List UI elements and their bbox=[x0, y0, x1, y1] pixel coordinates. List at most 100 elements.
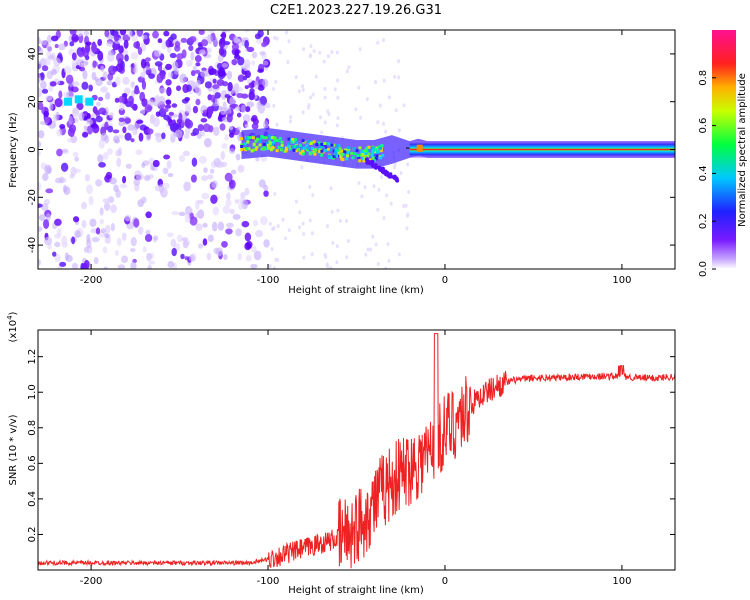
noise-blob bbox=[234, 199, 240, 204]
noise-dot bbox=[405, 226, 409, 231]
noise-blob bbox=[45, 188, 54, 194]
noise-blob bbox=[41, 88, 49, 94]
noise-blob bbox=[171, 247, 177, 257]
noise-dot bbox=[302, 47, 306, 52]
noise-blob bbox=[144, 233, 153, 242]
noise-blob bbox=[83, 30, 90, 36]
noise-blob bbox=[145, 211, 152, 219]
noise-blob bbox=[198, 155, 207, 164]
ridge-speckle bbox=[358, 146, 362, 150]
noise-blob bbox=[88, 195, 94, 206]
ridge-speckle bbox=[360, 150, 364, 154]
noise-blob bbox=[99, 207, 104, 216]
noise-dot bbox=[335, 123, 339, 128]
ridge-speckle bbox=[290, 138, 294, 142]
noise-blob bbox=[114, 76, 121, 86]
noise-dot bbox=[387, 95, 391, 100]
noise-blob bbox=[216, 79, 225, 87]
noise-blob bbox=[218, 39, 226, 49]
noise-blob bbox=[72, 107, 80, 118]
noise-blob bbox=[251, 245, 257, 253]
noise-blob bbox=[257, 103, 266, 114]
ridge-speckle bbox=[320, 143, 324, 147]
noise-blob bbox=[71, 52, 77, 61]
ridge-speckle bbox=[246, 140, 250, 144]
noise-blob bbox=[240, 191, 246, 199]
noise-blob bbox=[38, 102, 44, 111]
noise-blob bbox=[104, 202, 111, 211]
noise-blob bbox=[104, 30, 110, 38]
noise-dot bbox=[354, 107, 358, 112]
ridge-speckle bbox=[260, 135, 264, 139]
noise-dot bbox=[333, 87, 337, 92]
ridge-speckle bbox=[379, 149, 383, 153]
noise-blob bbox=[130, 81, 136, 87]
ridge-speckle bbox=[264, 136, 268, 140]
ridge-speckle bbox=[258, 138, 262, 142]
ridge-speckle bbox=[334, 147, 338, 151]
noise-dot bbox=[276, 257, 280, 262]
noise-blob bbox=[122, 175, 127, 184]
spectrogram-x-ticks: -200 -100 0 100 bbox=[80, 30, 631, 286]
ridge-speckle bbox=[351, 156, 355, 160]
ridge-speckle bbox=[380, 144, 384, 148]
noise-blob bbox=[145, 229, 151, 236]
noise-blob bbox=[38, 130, 45, 139]
noise-blob bbox=[185, 119, 194, 129]
noise-dot bbox=[273, 192, 277, 197]
noise-blob bbox=[43, 219, 50, 229]
noise-blob bbox=[147, 128, 154, 135]
ridge-speckle bbox=[301, 149, 305, 153]
noise-blob bbox=[196, 133, 202, 140]
ridge-speckle bbox=[262, 136, 266, 140]
noise-blob bbox=[211, 102, 220, 107]
noise-blob bbox=[135, 173, 144, 181]
noise-dot bbox=[404, 203, 408, 208]
ridge-speckle bbox=[267, 134, 271, 138]
noise-blob bbox=[61, 235, 68, 246]
noise-blob bbox=[121, 232, 127, 241]
colorbar: 0.0 0.2 0.4 0.6 0.8 Normalized spectral ampl… bbox=[698, 30, 748, 277]
noise-dot bbox=[323, 120, 327, 125]
noise-blob bbox=[133, 66, 139, 74]
noise-dot bbox=[271, 86, 275, 91]
noise-blob bbox=[237, 164, 245, 173]
noise-blob bbox=[99, 218, 105, 225]
noise-blob bbox=[59, 124, 66, 129]
ridge-speckle bbox=[371, 146, 375, 150]
tail-blob bbox=[380, 166, 385, 171]
colorbar-tick-label: 0.6 bbox=[698, 118, 709, 134]
noise-blob bbox=[162, 189, 169, 195]
noise-blob bbox=[56, 148, 63, 157]
noise-dot bbox=[294, 75, 298, 80]
noise-blob bbox=[226, 192, 231, 201]
noise-blob bbox=[157, 38, 163, 44]
noise-blob bbox=[165, 99, 172, 106]
noise-dot bbox=[302, 232, 306, 237]
noise-blob bbox=[237, 202, 244, 211]
noise-blob bbox=[184, 127, 191, 135]
noise-blob bbox=[41, 203, 49, 211]
noise-blob bbox=[223, 254, 228, 261]
colorbar-tick-label: 0.4 bbox=[698, 165, 709, 181]
noise-blob bbox=[183, 181, 191, 192]
y-tick-label: 0 bbox=[27, 146, 38, 152]
noise-blob bbox=[209, 168, 215, 174]
noise-dot bbox=[397, 59, 401, 64]
x-tick-label: -200 bbox=[80, 275, 103, 286]
noise-blob bbox=[149, 115, 156, 125]
noise-dot bbox=[314, 74, 318, 79]
noise-blob bbox=[46, 34, 53, 44]
y-tick-label: 1.0 bbox=[27, 384, 38, 400]
ridge-speckle bbox=[290, 140, 294, 144]
noise-blob bbox=[181, 49, 187, 59]
noise-blob bbox=[95, 115, 103, 123]
noise-dot bbox=[374, 79, 378, 84]
noise-dot bbox=[330, 209, 334, 214]
noise-blob bbox=[119, 183, 128, 189]
ridge-speckle bbox=[361, 152, 365, 156]
noise-dot bbox=[276, 223, 280, 228]
ridge-speckle bbox=[325, 146, 329, 150]
noise-blob bbox=[217, 67, 226, 77]
noise-blob bbox=[219, 123, 226, 131]
